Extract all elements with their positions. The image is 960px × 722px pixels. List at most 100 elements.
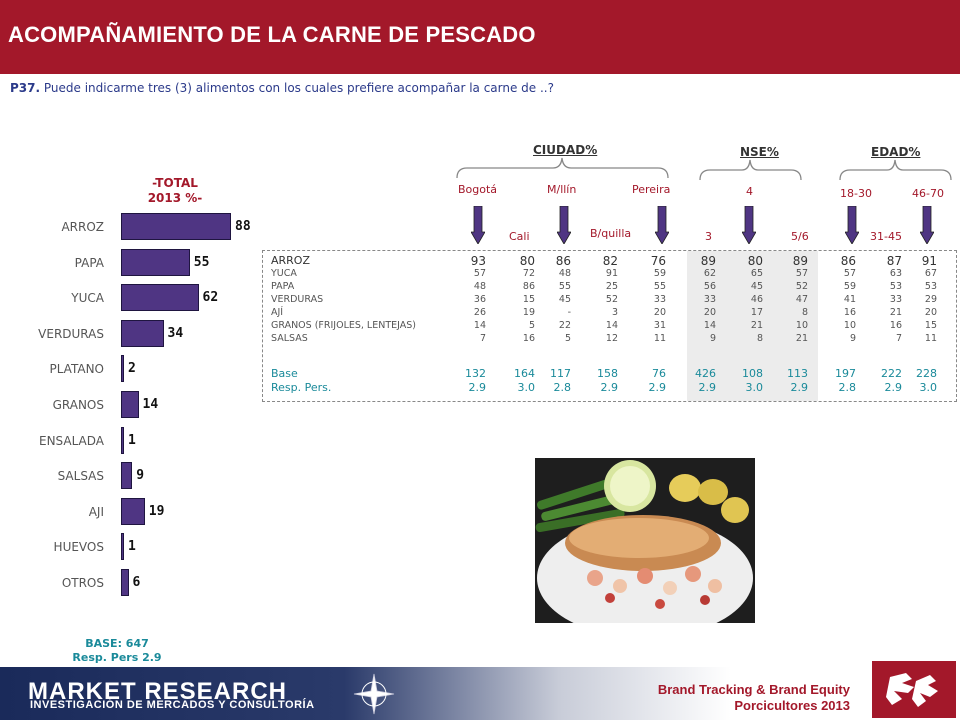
table-cell: 87 <box>886 254 902 268</box>
bar-huevos <box>121 533 124 561</box>
bar-value-label: 14 <box>142 397 159 412</box>
table-cell: 17 <box>750 307 763 318</box>
bar-salsas <box>121 462 133 490</box>
bar-value-label: 55 <box>193 254 210 270</box>
table-cell: 59 <box>843 281 856 292</box>
table-row-label: VERDURAS <box>271 294 324 305</box>
category-label: GRANOS <box>52 398 104 412</box>
bar-yuca <box>121 284 199 312</box>
brand-name: MARKET RESEARCH <box>28 678 288 705</box>
table-cell: 14 <box>703 320 716 331</box>
table-cell: 16 <box>843 307 856 318</box>
table-cell: 55 <box>558 281 571 292</box>
breakdown-table <box>262 250 957 402</box>
question-body: Puede indicarme tres (3) alimentos con l… <box>43 81 554 95</box>
table-cell: 20 <box>703 307 716 318</box>
arrow-down-icon <box>845 206 859 244</box>
table-cell: 65 <box>750 268 763 279</box>
table-cell: 36 <box>473 294 486 305</box>
bar-arroz <box>121 213 231 240</box>
table-cell: 21 <box>889 307 902 318</box>
table-cell: 25 <box>605 281 618 292</box>
table-cell: 41 <box>843 294 856 305</box>
table-cell: 20 <box>924 307 937 318</box>
fish-dish-photo <box>535 458 755 623</box>
table-cell: 5 <box>528 320 535 331</box>
bar-papa <box>121 248 190 276</box>
bar-value-label: 9 <box>136 468 145 484</box>
bar-platano <box>121 355 124 383</box>
category-label: ENSALADA <box>38 433 104 448</box>
arrow-down-icon <box>557 206 571 244</box>
table-cell: 63 <box>889 268 902 279</box>
table-cell: 46 <box>750 294 763 305</box>
page-title: ACOMPAÑAMIENTO DE LA CARNE DE PESCADO <box>8 22 536 47</box>
brace-edad <box>839 159 952 181</box>
base-note: BASE: 647 Resp. Pers 2.9 <box>62 637 172 665</box>
table-cell: 132 <box>465 367 486 380</box>
category-label: PAPA <box>74 255 104 270</box>
table-cell: 21 <box>750 320 763 331</box>
col-label-medellin: M/llín <box>547 183 577 196</box>
table-cell: 5 <box>564 333 571 344</box>
bar-value-label: 19 <box>148 503 165 519</box>
table-cell: 113 <box>787 367 808 380</box>
bar-aji <box>121 497 145 525</box>
logo-box <box>872 661 956 718</box>
bar-value-label: 1 <box>128 432 136 448</box>
table-cell: 26 <box>473 307 486 318</box>
total-heading-line2: 2013 %- <box>147 191 203 205</box>
question-code: P37. <box>10 81 41 95</box>
table-cell: 2.8 <box>553 381 572 394</box>
bar-value-label: 62 <box>202 290 219 306</box>
table-cell: 86 <box>522 281 535 292</box>
table-cell: - <box>567 307 571 318</box>
bar-otros <box>121 569 129 596</box>
table-cell: 56 <box>703 281 716 292</box>
table-cell: 2.8 <box>838 381 857 394</box>
base-note-line2: Resp. Pers 2.9 <box>72 651 162 664</box>
table-cell: 158 <box>597 367 618 380</box>
footer-band <box>0 667 860 720</box>
table-cell: 45 <box>558 294 571 305</box>
table-cell: 2.9 <box>884 381 903 394</box>
table-cell: 53 <box>889 281 902 292</box>
table-cell: 91 <box>921 254 937 268</box>
table-cell: 82 <box>602 254 618 268</box>
table-cell: 2.9 <box>790 381 809 394</box>
table-cell: 10 <box>795 320 808 331</box>
total-heading: -TOTAL 2013 %- <box>120 176 230 206</box>
table-cell: 55 <box>653 281 666 292</box>
bar-value-label: 2 <box>128 361 136 377</box>
brand-subtitle: INVESTIGACIÓN DE MERCADOS Y CONSULTORÍA <box>30 699 315 711</box>
table-cell: 7 <box>479 333 486 344</box>
group-title-ciudad: CIUDAD% <box>533 143 598 157</box>
table-cell: 21 <box>795 333 808 344</box>
table-cell: 22 <box>558 320 571 331</box>
col-label-bogota: Bogotá <box>458 183 498 196</box>
category-label: OTROS <box>61 576 104 590</box>
table-cell: 7 <box>895 333 902 344</box>
category-label: ARROZ <box>61 220 104 234</box>
col-label-nse4: 4 <box>746 185 753 198</box>
table-cell: 3 <box>611 307 618 318</box>
table-cell: 89 <box>792 254 808 268</box>
table-cell: 67 <box>924 268 937 279</box>
col-label-edad1830: 18-30 <box>840 187 872 200</box>
table-cell: 2.9 <box>468 381 487 394</box>
table-cell: 2.9 <box>600 381 619 394</box>
table-cell: 10 <box>843 320 856 331</box>
nse-shaded-column <box>687 251 818 401</box>
table-cell: 164 <box>514 367 535 380</box>
bar-value-label: 6 <box>132 575 141 590</box>
col-label-cali: Cali <box>509 230 530 243</box>
category-label: AJI <box>88 504 104 519</box>
pig-logo-icon <box>886 673 938 707</box>
table-cell: 59 <box>653 268 666 279</box>
table-cell: 33 <box>653 294 666 305</box>
bar-value-label: 88 <box>235 219 251 234</box>
table-row-label: Base <box>271 367 298 380</box>
brace-ciudad <box>456 157 669 179</box>
table-cell: 33 <box>703 294 716 305</box>
table-cell: 9 <box>709 333 716 344</box>
